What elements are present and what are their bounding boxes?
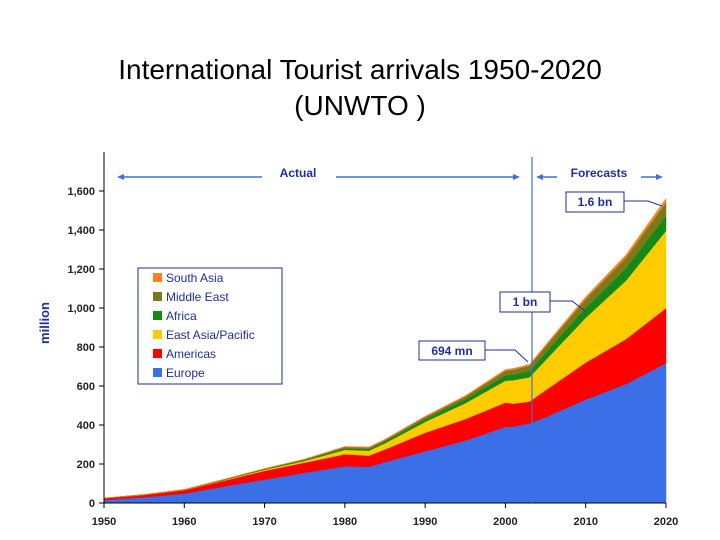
callout-1bn-box [499, 291, 551, 313]
legend-swatch-south-asia [153, 273, 162, 282]
legend-label-east-asia-pacific: East Asia/Pacific [166, 328, 255, 342]
legend-items: South Asia Middle East Africa East Asia/Pac… [153, 271, 255, 380]
x-tick-label: 1980 [333, 516, 357, 528]
legend-box [137, 267, 283, 385]
slide-title: International Tourist arrivals 1950-2020… [0, 52, 720, 124]
y-tick-label: 1,000 [67, 303, 95, 315]
legend-label-africa: Africa [166, 309, 197, 323]
legend-swatch-americas [153, 349, 162, 358]
y-tick-label: 1,400 [67, 225, 95, 237]
callout-1bn-leader [550, 300, 586, 312]
y-axis-ticks: 0 200 400 600 800 1,000 1,200 1,400 1,600 [67, 186, 104, 510]
actual-arrowhead-right [513, 174, 520, 180]
callout-1bn: 1 bn [499, 291, 586, 313]
y-tick-label: 600 [77, 381, 95, 393]
y-tick-label: 200 [77, 459, 95, 471]
legend: South Asia Middle East Africa East Asia/Pac… [137, 267, 283, 385]
y-axis-label: million [37, 302, 52, 344]
callout-16bn-text: 1.6 bn [578, 195, 613, 209]
callout-16bn: 1.6 bn [565, 191, 663, 213]
forecast-arrowhead-right [656, 174, 663, 180]
chart-axes [103, 152, 666, 504]
callout-694mn: 694 mn [418, 340, 529, 363]
forecasts-label: Forecasts [571, 166, 628, 180]
y-tick-label: 1,600 [67, 186, 95, 198]
legend-label-europe: Europe [166, 366, 205, 380]
x-tick-label: 2020 [654, 516, 678, 528]
x-tick-label: 2000 [493, 516, 517, 528]
callout-1bn-text: 1 bn [513, 295, 538, 309]
series-area-south-asia [103, 197, 667, 499]
stacked-areas [103, 197, 667, 504]
legend-swatch-europe [153, 368, 162, 377]
callout-694mn-leader [485, 349, 529, 363]
y-tick-label: 0 [89, 498, 95, 510]
x-tick-label: 1950 [92, 516, 116, 528]
callout-16bn-box [565, 191, 625, 213]
legend-label-americas: Americas [166, 347, 216, 361]
actual-arrowhead-left [117, 174, 124, 180]
x-tick-label: 1970 [252, 516, 276, 528]
legend-label-middle-east: Middle East [166, 290, 229, 304]
actual-label: Actual [280, 166, 317, 180]
legend-swatch-middle-east [153, 292, 162, 301]
legend-swatch-east-asia-pacific [153, 330, 162, 339]
forecast-arrowhead-left [536, 174, 543, 180]
callout-694mn-text: 694 mn [431, 344, 472, 358]
legend-swatch-africa [153, 311, 162, 320]
y-tick-label: 400 [77, 420, 95, 432]
y-tick-label: 800 [77, 342, 95, 354]
x-axis-ticks: 1950 1960 1970 1980 1990 2000 2010 2020 [92, 503, 678, 528]
title-line-1: International Tourist arrivals 1950-2020 [118, 54, 602, 85]
x-tick-label: 1990 [413, 516, 437, 528]
x-tick-label: 1960 [172, 516, 196, 528]
callout-16bn-leader [624, 200, 663, 207]
legend-label-south-asia: South Asia [166, 271, 224, 285]
x-tick-label: 2010 [573, 516, 597, 528]
period-header: Actual Forecasts [117, 166, 663, 180]
y-tick-label: 1,200 [67, 264, 95, 276]
title-line-2: (UNWTO ) [294, 90, 426, 121]
